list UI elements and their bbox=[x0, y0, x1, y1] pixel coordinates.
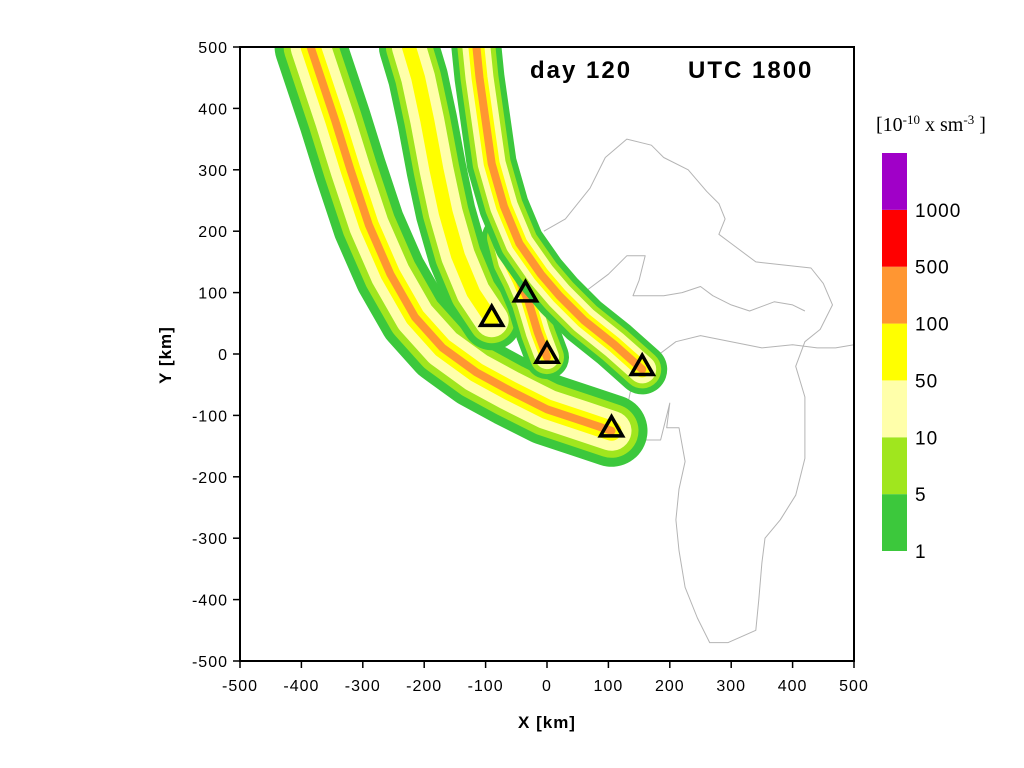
colorbar-label-3: 50 bbox=[915, 371, 938, 392]
colorbar-label-2: 10 bbox=[915, 428, 938, 449]
source-marker-2 bbox=[532, 339, 562, 365]
y-tick-label-7: 200 bbox=[198, 224, 228, 241]
plume-0 bbox=[274, 47, 648, 467]
annotation-time: UTC 1800 bbox=[688, 57, 813, 84]
y-axis-label: Y [km] bbox=[156, 326, 175, 384]
colorbar-swatch-1 bbox=[882, 437, 907, 495]
colorbar-label-0: 1 bbox=[915, 542, 927, 563]
colorbar-units-end: ] bbox=[974, 114, 986, 136]
colorbar: 1 5 10 50 100 500 1000 bbox=[882, 153, 961, 563]
x-tick-label-5: 0 bbox=[542, 678, 552, 695]
annotation-day: day 120 bbox=[530, 57, 632, 84]
colorbar-swatch-5 bbox=[882, 209, 907, 267]
y-tick-label-9: 400 bbox=[198, 101, 228, 118]
colorbar-label-1: 5 bbox=[915, 485, 927, 506]
colorbar-units-mid: x sm bbox=[920, 114, 964, 136]
colorbar-swatch-2 bbox=[882, 380, 907, 438]
x-tick-label-4: -100 bbox=[468, 678, 504, 695]
colorbar-swatch-4 bbox=[882, 266, 907, 324]
colorbar-label-6: 1000 bbox=[915, 201, 961, 222]
y-tick-label-4: -100 bbox=[192, 408, 228, 425]
source-marker-3 bbox=[628, 351, 657, 377]
y-tick-label-0: -500 bbox=[192, 654, 228, 671]
plot-area bbox=[274, 47, 854, 644]
y-tick-label-3: -200 bbox=[192, 470, 228, 487]
colorbar-units-exp2: -3 bbox=[963, 112, 974, 127]
colorbar-swatch-3 bbox=[882, 323, 907, 381]
x-tick-label-6: 100 bbox=[594, 678, 624, 695]
y-tick-label-8: 300 bbox=[198, 163, 228, 180]
colorbar-units-exp1: -10 bbox=[903, 112, 920, 127]
y-tick-label-6: 100 bbox=[198, 286, 228, 303]
colorbar-units: [10-10 x sm-3 ] bbox=[876, 112, 986, 136]
source-marker-4 bbox=[597, 413, 626, 438]
x-tick-label-2: -300 bbox=[345, 678, 381, 695]
colorbar-units-base: [10 bbox=[876, 114, 903, 136]
colorbar-label-5: 500 bbox=[915, 258, 950, 279]
source-marker-1 bbox=[511, 278, 540, 303]
plume-3-band-4 bbox=[472, 47, 647, 374]
source-marker-0 bbox=[477, 302, 506, 328]
x-tick-label-7: 200 bbox=[655, 678, 685, 695]
plume-0-band-4 bbox=[306, 47, 616, 435]
x-tick-label-3: -200 bbox=[406, 678, 442, 695]
x-tick-label-9: 400 bbox=[778, 678, 808, 695]
y-tick-label-10: 500 bbox=[198, 40, 228, 57]
colorbar-swatch-6 bbox=[882, 153, 907, 210]
plume-1 bbox=[378, 47, 522, 351]
y-tick-label-5: 0 bbox=[218, 347, 228, 364]
colorbar-swatch-0 bbox=[882, 494, 907, 551]
x-tick-label-8: 300 bbox=[716, 678, 746, 695]
plume-1-band-3 bbox=[401, 47, 499, 328]
axis-ticks: -500 -400 -300 -200 -100 0 100 200 300 400 500 -500… bbox=[192, 40, 869, 695]
y-tick-label-2: -300 bbox=[192, 531, 228, 548]
x-tick-label-1: -400 bbox=[283, 678, 319, 695]
y-tick-label-1: -400 bbox=[192, 593, 228, 610]
x-tick-label-0: -500 bbox=[222, 678, 258, 695]
colorbar-label-4: 100 bbox=[915, 315, 950, 336]
plume-3 bbox=[451, 47, 668, 395]
x-tick-label-10: 500 bbox=[839, 678, 869, 695]
x-axis-label: X [km] bbox=[518, 713, 576, 732]
